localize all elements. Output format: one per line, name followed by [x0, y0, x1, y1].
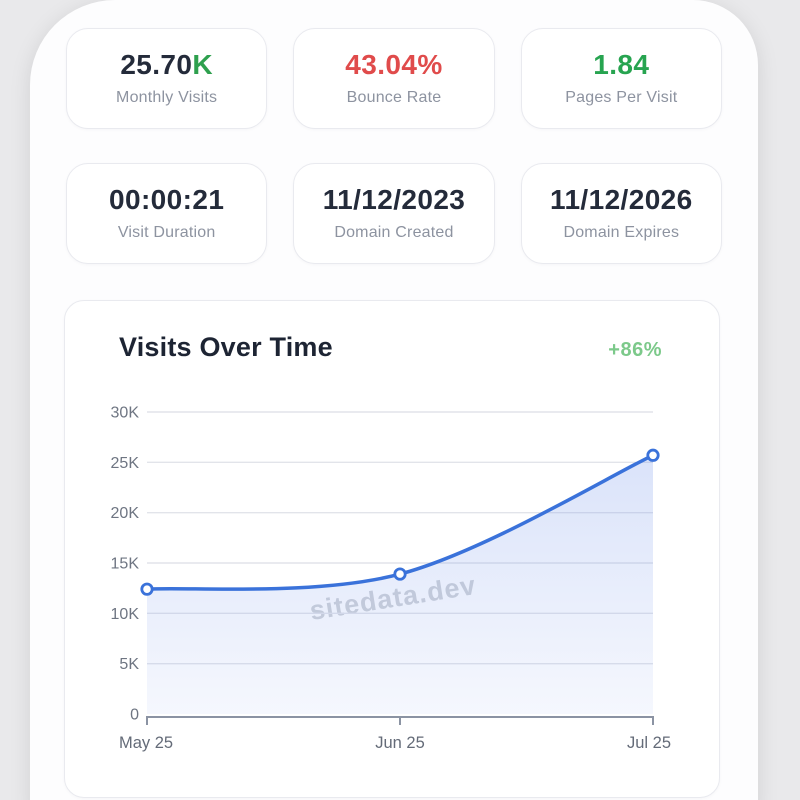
- stat-card-domain-expires: 11/12/2026 Domain Expires: [520, 163, 722, 264]
- area-fill: [147, 455, 653, 714]
- svg-text:25K: 25K: [111, 455, 140, 472]
- chart-title: Visits Over Time: [119, 332, 333, 362]
- stat-card-domain-created: 11/12/2023 Domain Created: [293, 163, 495, 264]
- domain-expires-value: 11/12/2026: [550, 184, 693, 216]
- svg-text:0: 0: [130, 707, 139, 724]
- growth-badge: +86%: [608, 339, 662, 361]
- visits-over-time-card: Visits Over Time +86% sitedata.dev 05K10…: [64, 300, 720, 798]
- stats-grid: 25.70K Monthly Visits 43.04% Bounce Rate…: [30, 0, 758, 264]
- stat-card-monthly-visits: 25.70K Monthly Visits: [66, 28, 268, 129]
- svg-text:May 25: May 25: [119, 734, 173, 752]
- domain-created-label: Domain Created: [334, 223, 454, 241]
- dashboard-page: 25.70K Monthly Visits 43.04% Bounce Rate…: [30, 0, 758, 800]
- visits-line-chart: 0 5K 10K 15K 20K 25K 30K May 25 Jun 25 Jul 25: [111, 405, 671, 753]
- monthly-visits-label: Monthly Visits: [116, 88, 218, 106]
- pages-per-visit-value: 1.84: [593, 49, 650, 81]
- stat-card-visit-duration: 00:00:21 Visit Duration: [66, 163, 268, 264]
- svg-text:5K: 5K: [119, 656, 139, 673]
- x-axis-labels: May 25 Jun 25 Jul 25: [119, 734, 671, 752]
- pages-per-visit-label: Pages Per Visit: [565, 88, 678, 106]
- chart-header: Visits Over Time +86%: [65, 301, 719, 363]
- visit-duration-label: Visit Duration: [117, 223, 216, 241]
- monthly-visits-value: 25.70K: [120, 49, 214, 81]
- svg-text:15K: 15K: [111, 556, 140, 573]
- bounce-rate-label: Bounce Rate: [346, 88, 442, 106]
- svg-text:30K: 30K: [111, 405, 140, 422]
- data-point-markers: [140, 448, 660, 596]
- domain-created-value: 11/12/2023: [322, 184, 466, 216]
- x-axis-line: [146, 716, 654, 725]
- svg-text:Jul 25: Jul 25: [627, 734, 671, 752]
- svg-text:10K: 10K: [111, 606, 140, 623]
- domain-expires-label: Domain Expires: [563, 223, 680, 241]
- bounce-rate-value: 43.04%: [345, 49, 443, 81]
- stat-card-bounce-rate: 43.04% Bounce Rate: [293, 28, 495, 129]
- y-axis-labels: 0 5K 10K 15K 20K 25K 30K: [111, 405, 140, 724]
- svg-text:Jun 25: Jun 25: [375, 734, 425, 752]
- visit-duration-value: 00:00:21: [109, 184, 225, 216]
- svg-text:20K: 20K: [111, 505, 140, 522]
- stat-card-pages-per-visit: 1.84 Pages Per Visit: [520, 28, 722, 129]
